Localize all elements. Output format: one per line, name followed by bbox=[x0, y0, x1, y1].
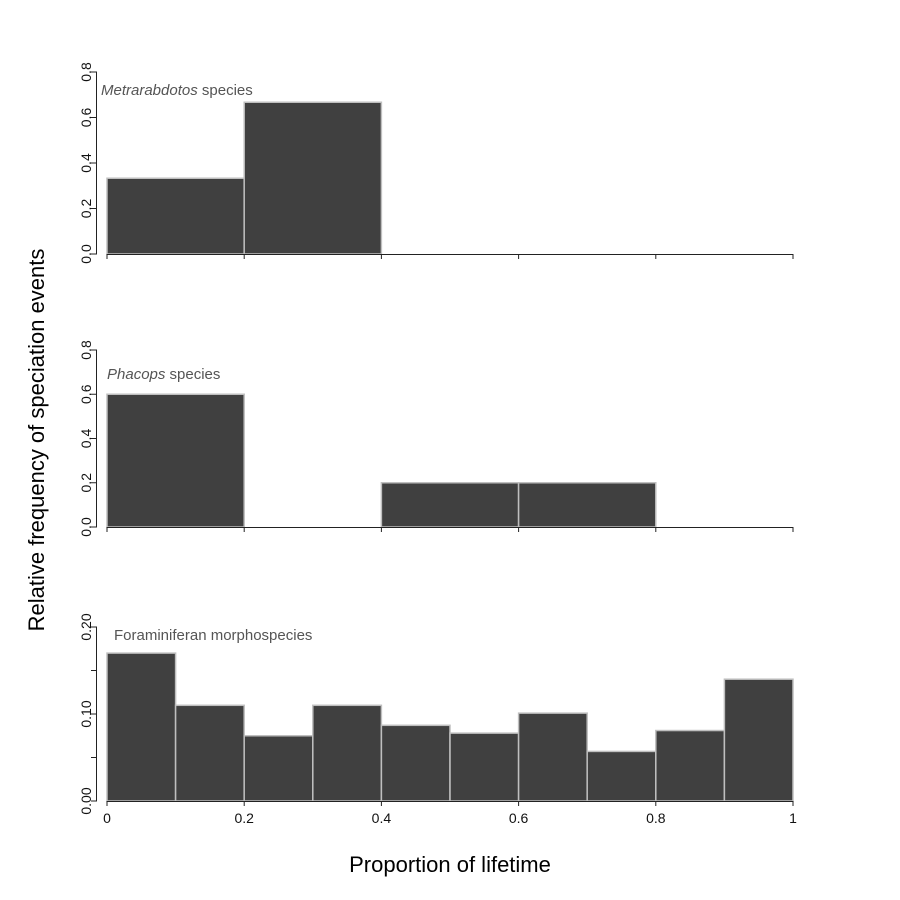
panel-title-italic: Phacops bbox=[107, 366, 166, 383]
x-tick-label: 1 bbox=[789, 810, 797, 826]
y-tick-label: 0.2 bbox=[78, 473, 94, 493]
panel-title-rest: species bbox=[198, 82, 253, 99]
histogram-panel-3: 0 0.2 0.4 0.6 0.8 1 0.00 0.10 0.20 Foraminiferan … bbox=[78, 613, 797, 826]
y-tick-label: 0.6 bbox=[78, 384, 94, 404]
y-tick-label: 0.00 bbox=[78, 787, 94, 814]
y-tick-label: 0.20 bbox=[78, 613, 94, 640]
histogram-bar bbox=[243, 735, 314, 802]
histogram-panel-2: 0.0 0.2 0.4 0.6 0.8 Phacops species bbox=[78, 340, 794, 537]
histogram-bar bbox=[380, 482, 520, 528]
y-tick-label: 0.10 bbox=[78, 700, 94, 727]
histogram-bar bbox=[723, 678, 794, 802]
x-tick-label: 0 bbox=[103, 810, 111, 826]
histogram-bar bbox=[517, 712, 588, 802]
histogram-bar bbox=[106, 393, 245, 528]
y-tick-label: 0.8 bbox=[78, 340, 94, 360]
y-tick-label: 0.0 bbox=[78, 244, 94, 264]
y-tick-label: 0.2 bbox=[78, 199, 94, 219]
panel-title: Foraminiferan morphospecies bbox=[114, 627, 312, 644]
y-tick-label: 0.6 bbox=[78, 108, 94, 128]
x-tick-label: 0.4 bbox=[372, 810, 392, 826]
histogram-bar bbox=[655, 729, 726, 802]
histogram-panel-1: 0.0 0.2 0.4 0.6 0.8 Metrarabdotos species bbox=[78, 62, 794, 264]
histogram-bar bbox=[312, 704, 383, 802]
x-tick-label: 0.6 bbox=[509, 810, 529, 826]
panel-title: Metrarabdotos species bbox=[101, 82, 253, 99]
x-tick-label: 0.8 bbox=[646, 810, 666, 826]
y-tick-label: 0.4 bbox=[78, 429, 94, 449]
histogram-bar bbox=[517, 482, 657, 528]
x-axis-title: Proportion of lifetime bbox=[349, 852, 551, 877]
x-tick-label: 0.2 bbox=[234, 810, 254, 826]
y-tick-label: 0.0 bbox=[78, 517, 94, 537]
panel-title-rest: Foraminiferan morphospecies bbox=[114, 627, 312, 644]
panel-title: Phacops species bbox=[107, 366, 220, 383]
histogram-bar bbox=[243, 101, 383, 255]
histogram-bar bbox=[106, 652, 177, 802]
panel-title-italic: Metrarabdotos bbox=[101, 82, 198, 99]
y-axis-title: Relative frequency of speciation events bbox=[24, 249, 49, 632]
histogram-bar bbox=[586, 750, 657, 802]
histogram-bar bbox=[449, 732, 520, 802]
y-tick-label: 0.8 bbox=[78, 62, 94, 82]
y-tick-label: 0.4 bbox=[78, 153, 94, 173]
histogram-bar bbox=[106, 177, 245, 255]
histogram-bar bbox=[174, 704, 245, 802]
histogram-bar bbox=[380, 724, 451, 802]
panel-title-rest: species bbox=[165, 366, 220, 383]
